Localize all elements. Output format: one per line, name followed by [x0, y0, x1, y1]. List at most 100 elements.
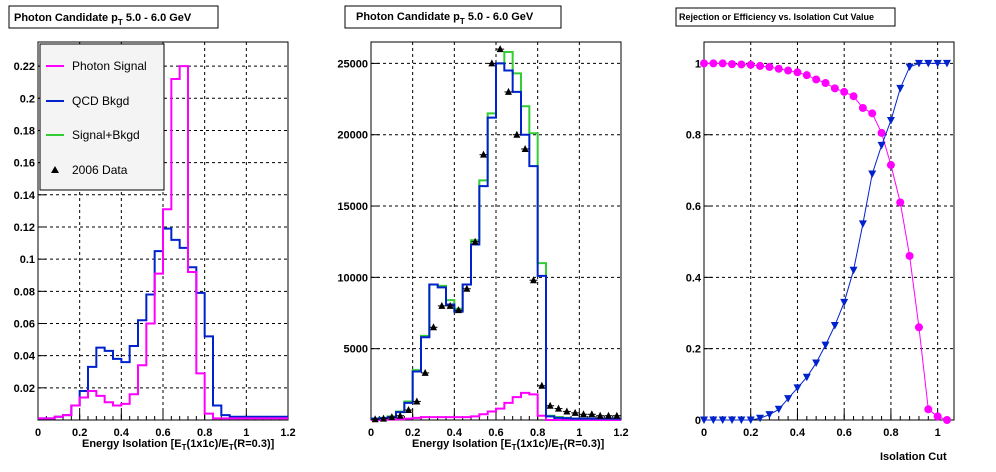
- series-point-triangle: [821, 341, 830, 350]
- y-tick-label: 0.2: [20, 93, 35, 105]
- data-point-2006: [463, 284, 471, 292]
- series-point-circle: [784, 66, 793, 75]
- series-point-circle: [821, 79, 830, 88]
- series-point-circle: [728, 60, 737, 69]
- x-tick-label: 0.8: [530, 427, 545, 439]
- series-point-triangle: [868, 170, 877, 178]
- series-point-triangle: [924, 59, 933, 68]
- y-tick-label: 0.04: [14, 351, 36, 363]
- x-tick-label: 0: [35, 427, 41, 439]
- y-tick-label: 0.06: [14, 318, 35, 330]
- series-point-circle: [812, 75, 821, 84]
- data-point-2006: [571, 408, 579, 416]
- series-point-circle: [746, 60, 755, 69]
- series-point-circle: [793, 68, 802, 77]
- data-point-2006: [588, 410, 596, 418]
- data-point-2006: [496, 45, 504, 53]
- panel-1: Photon Candidate pT 5.0 - 6.0 GeV 0 0.2 0.…: [8, 5, 296, 452]
- x-tick-label: 0.4: [114, 427, 130, 439]
- series-point-circle: [905, 251, 914, 260]
- data-point-2006: [580, 410, 587, 418]
- y-tick-label: 10000: [337, 272, 368, 284]
- data-point-2006: [513, 130, 521, 138]
- y-tick-label: 25000: [337, 58, 368, 70]
- series-point-circle: [942, 416, 951, 424]
- data-point-2006: [605, 411, 612, 419]
- legend-swatch-2006-data: [51, 166, 59, 173]
- series-point-triangle: [905, 63, 914, 71]
- y-tick-label: 0.02: [14, 383, 35, 395]
- series-point-triangle: [746, 416, 755, 424]
- x-tick-label: 0: [368, 427, 374, 439]
- series-qcd-bkgd: [371, 62, 621, 420]
- data-point-2006: [446, 301, 454, 309]
- data-point-2006: [613, 411, 621, 419]
- y-tick-label: 0.18: [14, 125, 35, 137]
- y-tick-label: 20000: [337, 130, 368, 142]
- data-point-2006: [430, 323, 437, 331]
- series-point-circle: [737, 60, 746, 69]
- panel-1-title-box: [8, 5, 219, 29]
- panel-2: Photon Candidate pT 5.0 - 6.0 GeV 0 0.2 0.…: [337, 5, 629, 452]
- series-point-triangle: [840, 298, 849, 307]
- panel-2-data-points: [371, 45, 621, 423]
- data-point-2006: [596, 411, 604, 419]
- x-tick-label: 0.2: [743, 427, 758, 439]
- series-point-circle: [840, 87, 849, 96]
- series-point-triangle: [933, 59, 942, 68]
- data-point-2006: [413, 397, 421, 405]
- x-tick-label: 0.6: [488, 427, 503, 439]
- x-tick-label: 1.2: [280, 427, 295, 439]
- series-point-circle: [830, 84, 839, 93]
- panel-2-series: [371, 50, 621, 421]
- y-tick-label: 0.08: [14, 286, 35, 298]
- series-point-triangle: [709, 416, 718, 424]
- y-tick-label: 0.22: [14, 61, 35, 73]
- data-point-2006: [563, 407, 571, 415]
- x-tick-label: 0.2: [405, 427, 420, 439]
- series-point-triangle: [849, 266, 858, 275]
- panel-3-series: [700, 59, 951, 424]
- series-point-triangle: [737, 416, 746, 424]
- series-point-circle: [700, 59, 708, 68]
- x-tick-label: 0.6: [837, 427, 852, 439]
- data-point-2006: [405, 406, 412, 414]
- series-point-triangle: [914, 59, 923, 68]
- x-tick-label: 1: [576, 427, 582, 439]
- panel-2-title: Photon Candidate pT 5.0 - 6.0 GeV: [356, 11, 534, 26]
- x-tick-label: 0.8: [883, 427, 898, 439]
- series-point-circle: [709, 59, 718, 68]
- y-tick-label: 5000: [344, 344, 368, 356]
- legend-box: [39, 43, 165, 191]
- data-point-2006: [546, 401, 554, 409]
- series-point-triangle: [877, 141, 886, 150]
- series-point-triangle: [728, 416, 737, 424]
- legend-label-2006-data: 2006 Data: [72, 163, 128, 177]
- series-point-triangle: [756, 414, 765, 423]
- y-tick-label: 0.1: [20, 254, 35, 266]
- legend-label-qcd-bkgd: QCD Bkgd: [72, 94, 129, 108]
- data-point-2006: [471, 237, 479, 245]
- x-tick-label: 0.8: [197, 427, 212, 439]
- x-tick-label: 0.4: [447, 427, 463, 439]
- data-point-2006: [480, 150, 487, 158]
- series-point-triangle: [812, 359, 821, 367]
- series-point-triangle: [830, 322, 839, 330]
- series-point-circle: [718, 59, 727, 68]
- panel-2-title-box: [344, 5, 562, 29]
- panel-2-xlabel: Energy Isolation [ET(1x1c)/ET(R=0.3)]: [412, 438, 605, 452]
- series-photon-signal: [38, 65, 288, 420]
- panel-1-xlabel: Energy Isolation [ET(1x1c)/ET(R=0.3)]: [82, 438, 275, 452]
- legend-label-photon-signal: Photon Signal: [72, 59, 147, 73]
- data-point-2006: [488, 59, 496, 67]
- data-point-2006: [438, 301, 446, 309]
- y-tick-label: 0.4: [686, 272, 702, 284]
- series-point-triangle: [886, 116, 895, 125]
- y-tick-label: 0: [695, 415, 701, 427]
- y-tick-label: 0.2: [686, 344, 701, 356]
- y-tick-label: 0.12: [14, 222, 35, 234]
- data-point-2006: [538, 381, 546, 389]
- series-point-triangle: [896, 84, 905, 93]
- data-point-2006: [371, 415, 379, 423]
